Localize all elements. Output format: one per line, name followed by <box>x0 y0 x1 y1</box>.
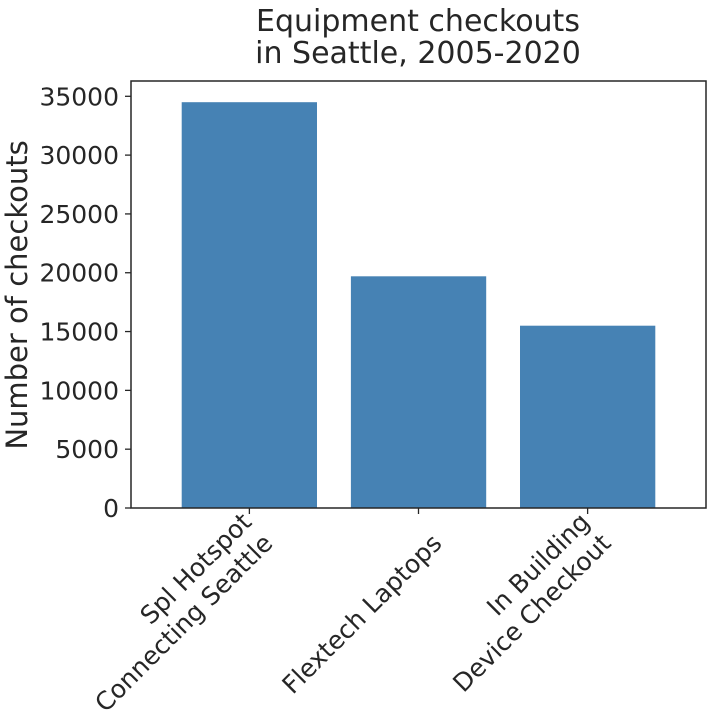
chart-title-line-1: Equipment checkouts <box>256 4 580 39</box>
y-axis-label: Number of checkouts <box>0 140 34 449</box>
y-tick-label-7: 35000 <box>39 82 119 111</box>
plot-frame <box>130 80 707 509</box>
y-tick-label-3: 15000 <box>39 318 119 347</box>
x-tick-label-0: Spl HotspotConnecting Seattle <box>68 507 278 712</box>
x-tick-label-1: Flextech Laptops <box>276 528 447 699</box>
y-tick-label-4: 20000 <box>39 259 119 288</box>
chart-title-line-2: in Seattle, 2005-2020 <box>255 36 581 71</box>
x-tick-label-2: In BuildingDevice Checkout <box>426 507 617 698</box>
bar-1 <box>350 276 487 508</box>
bar-0 <box>181 102 317 508</box>
y-tick-label-1: 5000 <box>55 435 119 464</box>
y-tick-label-6: 30000 <box>39 141 119 170</box>
y-ticks-group: 0 5000 10000 15000 20000 25000 30000 35000 <box>39 82 131 523</box>
y-tick-label-5: 25000 <box>39 200 119 229</box>
bars-group <box>181 102 656 508</box>
y-tick-label-0: 0 <box>103 494 119 523</box>
bar-2 <box>520 325 656 508</box>
y-tick-label-2: 10000 <box>39 376 119 405</box>
